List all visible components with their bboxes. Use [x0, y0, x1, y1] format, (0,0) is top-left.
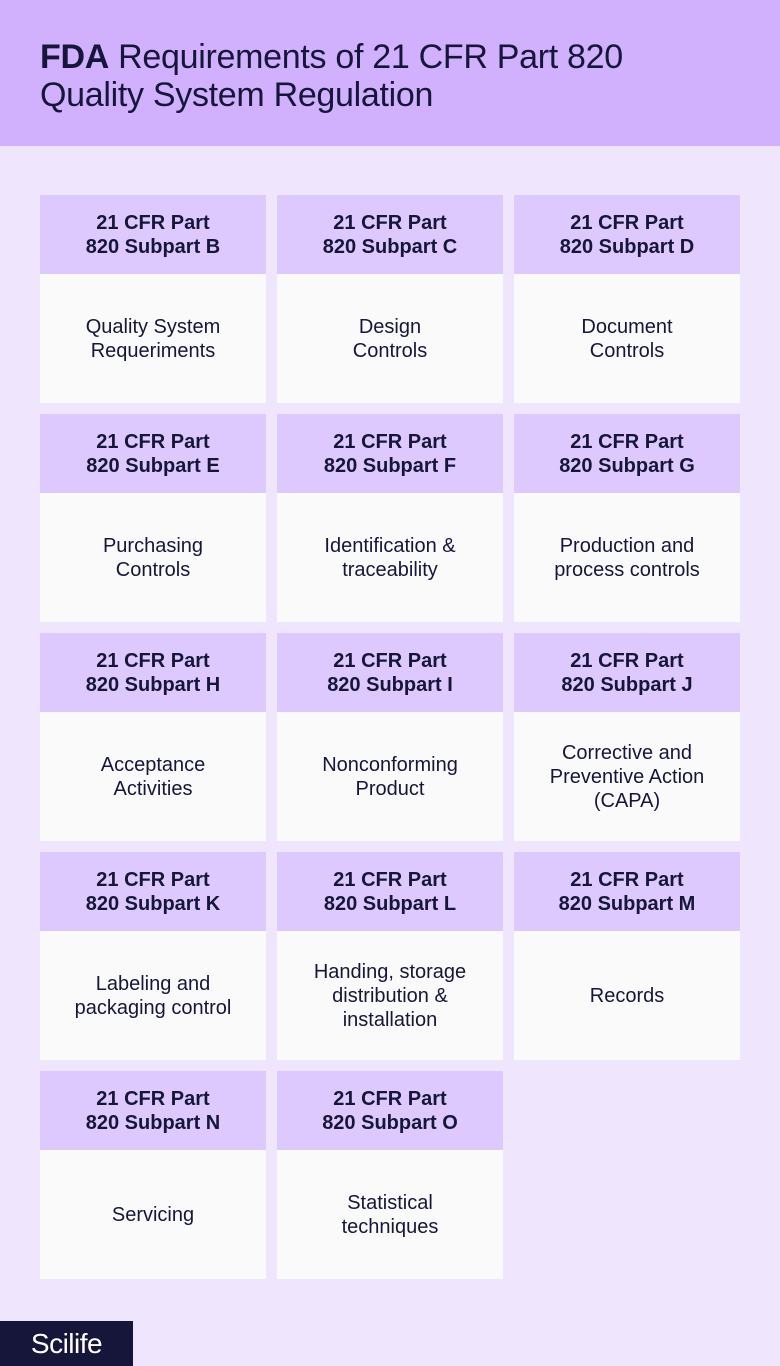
title-line-1: Requirements of 21 CFR Part 820 — [108, 38, 623, 76]
card-subpart-j: 21 CFR Part 820 Subpart J Corrective and… — [514, 633, 740, 841]
card-subpart-d: 21 CFR Part 820 Subpart D Document Contr… — [514, 195, 740, 403]
card-subpart-c: 21 CFR Part 820 Subpart C Design Control… — [277, 195, 503, 403]
card-heading: 21 CFR Part 820 Subpart K — [40, 852, 266, 931]
card-body: Identification & traceability — [277, 493, 503, 622]
card-subpart-g: 21 CFR Part 820 Subpart G Production and… — [514, 414, 740, 622]
card-heading: 21 CFR Part 820 Subpart F — [277, 414, 503, 493]
card-body: Statistical techniques — [277, 1150, 503, 1279]
card-heading: 21 CFR Part 820 Subpart O — [277, 1071, 503, 1150]
card-body: Labeling and packaging control — [40, 931, 266, 1060]
card-subpart-b: 21 CFR Part 820 Subpart B Quality System… — [40, 195, 266, 403]
card-heading: 21 CFR Part 820 Subpart G — [514, 414, 740, 493]
card-subpart-m: 21 CFR Part 820 Subpart M Records — [514, 852, 740, 1060]
card-heading: 21 CFR Part 820 Subpart J — [514, 633, 740, 712]
header-banner: FDA Requirements of 21 CFR Part 820 Quali… — [0, 0, 780, 146]
card-body: Quality System Requeriments — [40, 274, 266, 403]
card-heading: 21 CFR Part 820 Subpart M — [514, 852, 740, 931]
card-heading: 21 CFR Part 820 Subpart I — [277, 633, 503, 712]
card-subpart-k: 21 CFR Part 820 Subpart K Labeling and p… — [40, 852, 266, 1060]
card-body: Handing, storage distribution & installa… — [277, 931, 503, 1060]
card-heading: 21 CFR Part 820 Subpart B — [40, 195, 266, 274]
scilife-logo: Scilife — [0, 1321, 133, 1366]
card-body: Purchasing Controls — [40, 493, 266, 622]
card-heading: 21 CFR Part 820 Subpart D — [514, 195, 740, 274]
card-body: Servicing — [40, 1150, 266, 1279]
card-subpart-o: 21 CFR Part 820 Subpart O Statistical te… — [277, 1071, 503, 1279]
card-subpart-e: 21 CFR Part 820 Subpart E Purchasing Con… — [40, 414, 266, 622]
card-body: Production and process controls — [514, 493, 740, 622]
card-body: Document Controls — [514, 274, 740, 403]
card-heading: 21 CFR Part 820 Subpart N — [40, 1071, 266, 1150]
card-body: Nonconforming Product — [277, 712, 503, 841]
card-body: Acceptance Activities — [40, 712, 266, 841]
card-heading: 21 CFR Part 820 Subpart C — [277, 195, 503, 274]
card-subpart-n: 21 CFR Part 820 Subpart N Servicing — [40, 1071, 266, 1279]
subpart-grid: 21 CFR Part 820 Subpart B Quality System… — [40, 195, 740, 1279]
card-subpart-f: 21 CFR Part 820 Subpart F Identification… — [277, 414, 503, 622]
title-strong: FDA — [40, 38, 109, 76]
card-heading: 21 CFR Part 820 Subpart E — [40, 414, 266, 493]
card-heading: 21 CFR Part 820 Subpart H — [40, 633, 266, 712]
card-subpart-l: 21 CFR Part 820 Subpart L Handing, stora… — [277, 852, 503, 1060]
card-subpart-i: 21 CFR Part 820 Subpart I Nonconforming … — [277, 633, 503, 841]
card-body: Records — [514, 931, 740, 1060]
card-subpart-h: 21 CFR Part 820 Subpart H Acceptance Act… — [40, 633, 266, 841]
page-title: FDA Requirements of 21 CFR Part 820 Quali… — [40, 38, 623, 114]
title-line-2: Quality System Regulation — [40, 76, 434, 114]
card-heading: 21 CFR Part 820 Subpart L — [277, 852, 503, 931]
card-body: Corrective and Preventive Action (CAPA) — [514, 712, 740, 841]
card-body: Design Controls — [277, 274, 503, 403]
